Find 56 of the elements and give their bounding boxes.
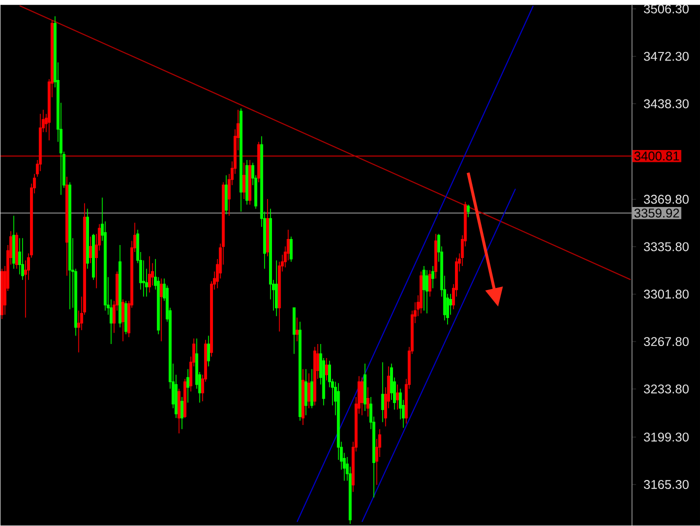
candlestick: [274, 260, 278, 317]
candlestick: [124, 300, 128, 335]
candlestick: [366, 386, 370, 417]
candlestick: [148, 256, 151, 293]
candlestick: [396, 384, 399, 410]
y-tick-label: 3472.30: [644, 52, 689, 61]
y-tick-label: 3438.30: [644, 99, 689, 108]
candlestick: [420, 271, 422, 314]
candlestick: [257, 141, 260, 183]
candlestick: [302, 368, 304, 426]
y-tick-label: 3267.80: [644, 337, 689, 346]
candlestick: [290, 236, 293, 262]
candlestick: [186, 368, 190, 404]
candlestick: [381, 362, 384, 423]
candlestick: [180, 396, 184, 430]
ref-line-label: 3359.92: [634, 208, 680, 218]
candlestick: [307, 372, 310, 409]
candlestick: [118, 244, 122, 328]
candlestick: [245, 160, 248, 205]
candlestick: [360, 377, 364, 416]
candlestick: [428, 270, 432, 298]
candlestick: [304, 368, 308, 416]
candlestick: [242, 162, 246, 200]
candlestick: [292, 307, 296, 354]
candlestick: [178, 388, 180, 434]
candlestick: [425, 270, 428, 314]
candlestick: [86, 208, 89, 270]
candlestick: [298, 321, 302, 422]
candlestick: [89, 236, 92, 264]
y-tick-label: 3369.80: [644, 194, 689, 204]
candlestick: [21, 238, 24, 280]
y-tick-label: 3301.80: [644, 290, 689, 299]
y-tick-label: 3335.80: [644, 242, 689, 252]
candlestick: [266, 198, 270, 257]
candlestick: [160, 278, 163, 342]
candlestick: [68, 182, 72, 310]
candlestick: [325, 358, 328, 381]
candlestick: [15, 232, 18, 270]
candlestick: [422, 266, 426, 311]
y-tick-label: 3233.80: [644, 384, 689, 394]
candlestick: [296, 317, 299, 342]
y-tick-label: 3165.30: [644, 480, 689, 489]
y-tick-label: 3199.30: [644, 432, 689, 442]
candlestick: [92, 233, 95, 280]
candlestick: [248, 160, 252, 205]
candlestick: [310, 368, 314, 409]
candlestick: [121, 299, 124, 342]
candlestick: [431, 266, 434, 289]
ref-line-label: 3400.81: [634, 152, 680, 161]
y-tick-label: 3506.30: [644, 4, 689, 14]
candlestick: [207, 335, 210, 367]
candlestick: [183, 378, 186, 418]
candlestick: [363, 363, 366, 412]
candlestick: [65, 176, 68, 276]
candlestick: [240, 108, 242, 212]
candlestick: [0, 268, 4, 320]
